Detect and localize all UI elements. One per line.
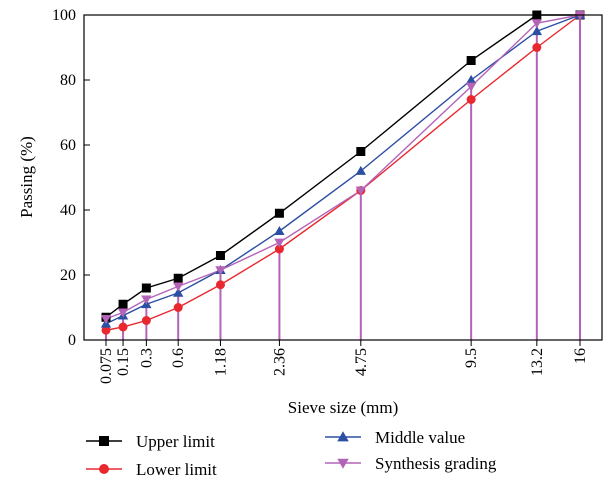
lower-limit-point: [118, 322, 128, 332]
plot-frame: [83, 14, 603, 341]
legend: Upper limit Lower limit Middle value Synthe…: [86, 428, 497, 479]
y-tick-label: 60: [60, 137, 76, 154]
middle-value-point: [531, 26, 543, 36]
y-tick-label: 100: [52, 7, 76, 24]
x-tick-label: 0.6: [170, 348, 187, 368]
lower-limit-point: [141, 316, 151, 325]
x-tick-label: 0.075: [98, 348, 115, 384]
upper-limit-line: [105, 14, 580, 318]
synthesis-grading-point: [215, 266, 226, 276]
synthesis-grading-point: [141, 295, 152, 305]
x-axis-title: Sieve size (mm): [288, 398, 398, 417]
legend-upper-limit-marker: [99, 436, 109, 446]
series-markers: [100, 9, 586, 335]
x-tick-label: 4.75: [353, 348, 370, 376]
lower-limit-point: [532, 43, 542, 52]
middle-value-point: [355, 165, 366, 175]
legend-lower-limit-label: Lower limit: [136, 460, 217, 479]
legend-synthesis-grading-marker: [337, 458, 349, 469]
x-tick-label: 9.5: [463, 348, 480, 368]
upper-limit-point: [173, 273, 183, 283]
upper-limit-point: [274, 208, 284, 218]
legend-synthesis-grading-label: Synthesis grading: [375, 454, 497, 473]
y-tick-label: 0: [68, 332, 76, 349]
series-lines: [105, 14, 581, 331]
synthesis-grading-line: [105, 14, 581, 320]
synthesis-grading-point: [274, 238, 285, 248]
x-tick-label: 13.2: [529, 348, 546, 376]
lower-limit-point: [215, 280, 225, 290]
y-tick-label: 40: [60, 202, 76, 219]
x-axis-ticks: 0.075 0.15 0.3 0.6 1.18 2.36 4.75 9.5 13.2 16: [98, 340, 589, 384]
synthesis-grading-point: [173, 282, 184, 292]
y-axis-ticks: 0 20 40 60 80 100: [52, 7, 90, 349]
y-axis-title: Passing (%): [17, 136, 36, 218]
x-tick-label: 1.18: [212, 348, 229, 376]
middle-value-point: [465, 74, 477, 84]
lower-limit-line: [105, 14, 581, 331]
middle-value-point: [274, 225, 285, 236]
lower-limit-point: [173, 303, 183, 312]
x-tick-label: 2.36: [271, 348, 288, 376]
lower-limit-point: [274, 244, 284, 254]
upper-limit-point: [466, 56, 476, 65]
x-tick-label: 16: [572, 348, 589, 364]
upper-limit-point: [118, 299, 128, 309]
synthesis-grading-point: [355, 186, 366, 196]
synthesis-grading-point: [117, 308, 129, 318]
x-tick-label: 0.15: [115, 348, 132, 376]
upper-limit-point: [215, 251, 225, 260]
legend-middle-value-marker: [337, 431, 349, 442]
drop-lines: [105, 15, 581, 340]
legend-upper-limit-label: Upper limit: [136, 432, 215, 451]
upper-limit-point: [141, 283, 151, 293]
legend-middle-value-label: Middle value: [375, 428, 465, 447]
y-tick-label: 80: [60, 72, 76, 89]
synthesis-grading-point: [574, 11, 586, 21]
x-tick-label: 0.3: [138, 348, 155, 368]
legend-lower-limit-marker: [99, 464, 109, 474]
lower-limit-point: [466, 95, 476, 104]
middle-value-point: [173, 287, 184, 297]
lower-limit-point: [101, 325, 111, 335]
synthesis-grading-point: [531, 19, 543, 29]
y-tick-label: 20: [60, 267, 76, 284]
synthesis-grading-point: [465, 82, 477, 92]
synthesis-grading-point: [100, 314, 112, 325]
upper-limit-point: [356, 147, 366, 156]
